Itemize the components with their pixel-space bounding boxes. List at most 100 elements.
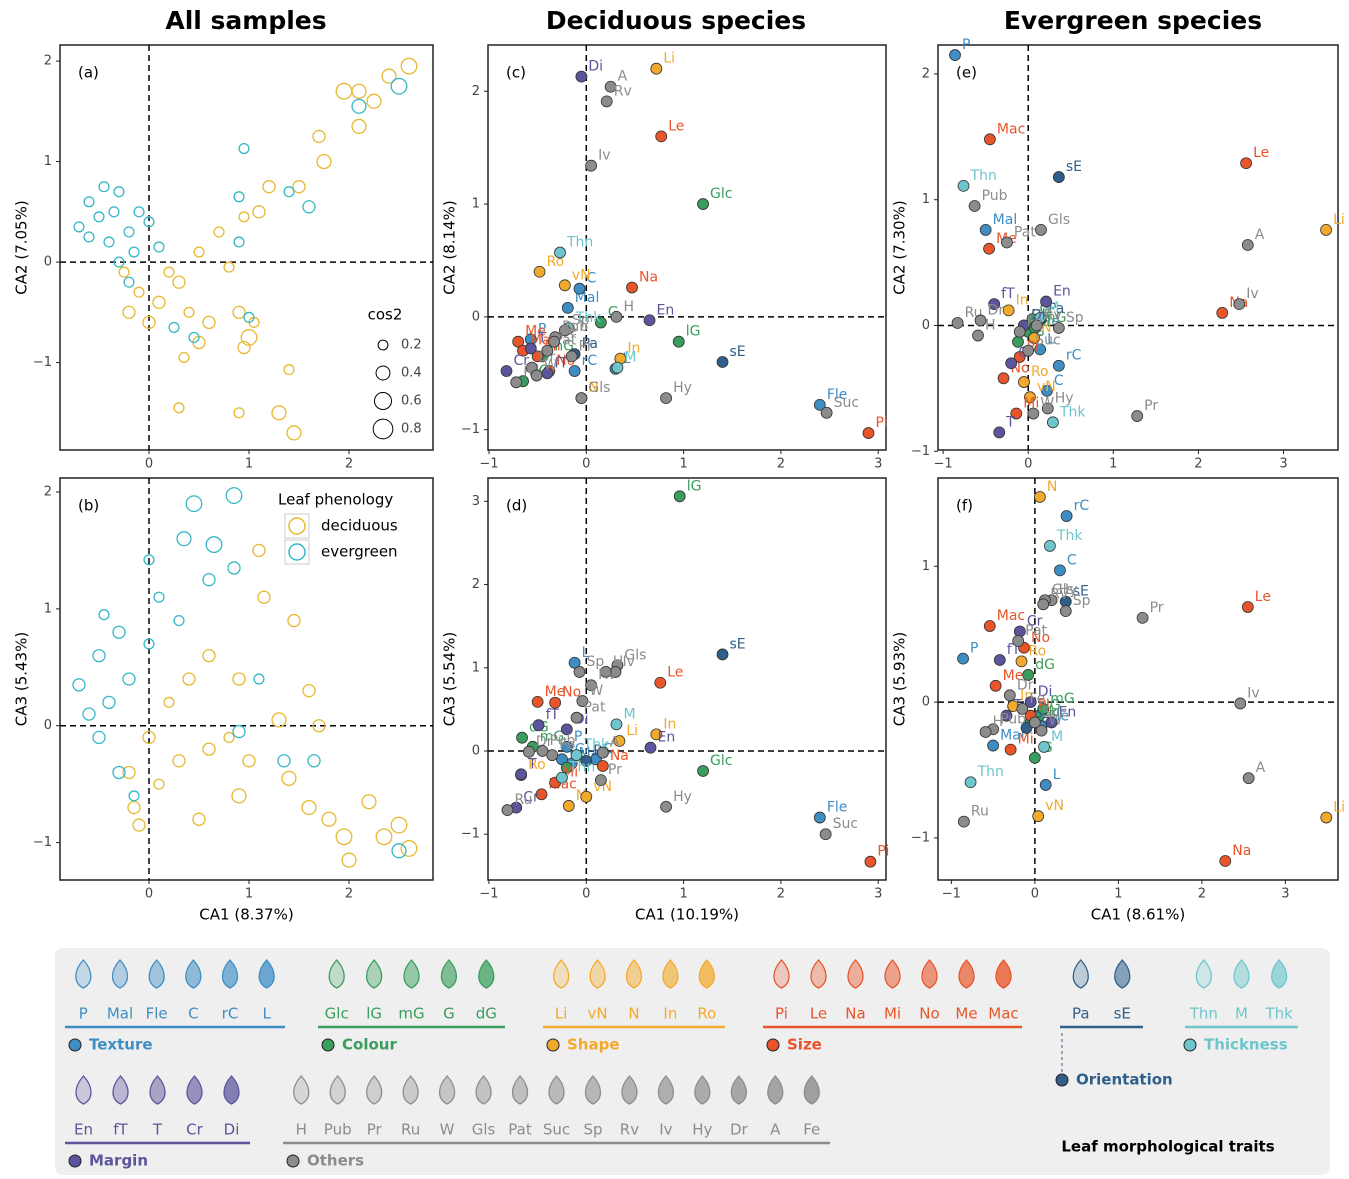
- trait-label: lG: [687, 478, 702, 494]
- trait-point: [573, 282, 586, 295]
- x-tick-label: 0: [145, 887, 153, 902]
- trait-label: Pr: [1150, 600, 1164, 616]
- trait-point: [599, 666, 612, 678]
- trait-label: Pi: [877, 844, 889, 860]
- trait-point: [716, 356, 729, 368]
- sample-point: [98, 181, 110, 193]
- y-axis-label: CA2 (7.30%): [891, 200, 909, 294]
- trait-point: [1038, 741, 1050, 753]
- trait-label: G: [1039, 301, 1050, 317]
- trait-point: [1016, 702, 1029, 715]
- trait-icon: [112, 1075, 129, 1105]
- trait-label: Hy: [673, 789, 692, 805]
- sample-point: [103, 236, 115, 248]
- trait-point: [1020, 721, 1033, 734]
- x-tick-label: 1: [245, 887, 253, 902]
- trait-item: Iv: [659, 1121, 672, 1139]
- trait-item: Thk: [1264, 1005, 1293, 1023]
- trait-label: No: [562, 685, 581, 701]
- trait-item: Dr: [730, 1121, 749, 1139]
- trait-item: lG: [366, 1005, 382, 1023]
- sample-point: [301, 799, 317, 816]
- trait-label: In: [627, 341, 640, 357]
- trait-point: [568, 656, 581, 669]
- trait-label: C: [1054, 373, 1064, 389]
- trait-point: [580, 755, 593, 767]
- y-tick-label: 2: [44, 485, 52, 500]
- sample-point: [281, 770, 297, 786]
- trait-label: Li: [1333, 800, 1345, 816]
- trait-point: [964, 776, 977, 789]
- trait-point: [951, 317, 964, 329]
- group-dot: [546, 1038, 560, 1052]
- trait-label: Li: [626, 723, 638, 739]
- sample-point: [238, 211, 250, 223]
- trait-label: Pub: [982, 188, 1008, 204]
- trait-point: [1028, 751, 1041, 764]
- trait-point: [984, 133, 996, 146]
- size-legend-key: [373, 391, 393, 411]
- sample-point: [205, 536, 223, 554]
- trait-point: [820, 406, 833, 419]
- trait-label: Na: [1232, 843, 1251, 859]
- sample-point: [335, 82, 353, 100]
- trait-point: [1320, 811, 1333, 824]
- trait-label: N: [588, 380, 598, 396]
- y-tick-label: 0: [922, 695, 930, 710]
- trait-label: Di: [1038, 684, 1053, 700]
- trait-label: Me: [545, 684, 566, 700]
- x-axis-label: CA1 (10.19%): [635, 906, 739, 924]
- sample-point: [283, 186, 295, 198]
- trait-icon: [767, 1075, 784, 1105]
- trait-label: vN: [572, 267, 591, 283]
- trait-point: [560, 723, 573, 736]
- trait-point: [983, 620, 996, 632]
- trait-point: [1035, 223, 1047, 236]
- trait-point: [1216, 307, 1229, 319]
- sample-point: [176, 531, 192, 547]
- trait-label: Pa: [582, 336, 598, 352]
- trait-point: [500, 365, 513, 377]
- sample-point: [240, 329, 258, 346]
- plot-frame: [937, 477, 1339, 881]
- trait-icon: [810, 959, 827, 989]
- trait-point: [1004, 743, 1017, 756]
- trait-point: [1032, 810, 1045, 823]
- trait-point: [813, 811, 826, 824]
- trait-label: Thn: [970, 168, 997, 184]
- trait-icon: [223, 1075, 240, 1105]
- sample-point: [232, 305, 246, 319]
- trait-item: mG: [398, 1005, 424, 1023]
- sample-point: [316, 153, 332, 170]
- sample-point: [390, 77, 408, 95]
- sample-point: [82, 707, 96, 721]
- trait-label: Thk: [575, 310, 602, 326]
- trait-label: Me: [525, 324, 546, 340]
- trait-label: In: [663, 716, 676, 732]
- trait-point: [1002, 304, 1015, 317]
- sample-point: [142, 730, 156, 745]
- trait-label: H: [985, 318, 996, 334]
- sample-point: [233, 407, 245, 419]
- x-tick-label: 0: [1031, 887, 1039, 902]
- trait-icon: [258, 959, 275, 989]
- trait-item: W: [440, 1121, 455, 1139]
- trait-point: [1001, 236, 1013, 249]
- trait-label: M: [624, 350, 636, 366]
- sample-point: [163, 696, 175, 708]
- sample-point: [262, 180, 276, 194]
- trait-point: [536, 745, 549, 757]
- trait-item: N: [628, 1005, 639, 1023]
- group-dot: [68, 1154, 82, 1168]
- sample-point: [173, 402, 185, 414]
- x-tick-label: 2: [777, 887, 785, 902]
- sample-point: [98, 609, 110, 621]
- trait-point: [1052, 322, 1065, 334]
- x-tick-label: 3: [874, 887, 882, 902]
- trait-label: rC: [1066, 348, 1082, 364]
- trait-label: En: [1053, 284, 1071, 300]
- sample-point: [108, 206, 120, 218]
- trait-icon: [1072, 959, 1089, 989]
- size-legend-key: [372, 418, 394, 440]
- trait-item: Li: [555, 1005, 568, 1023]
